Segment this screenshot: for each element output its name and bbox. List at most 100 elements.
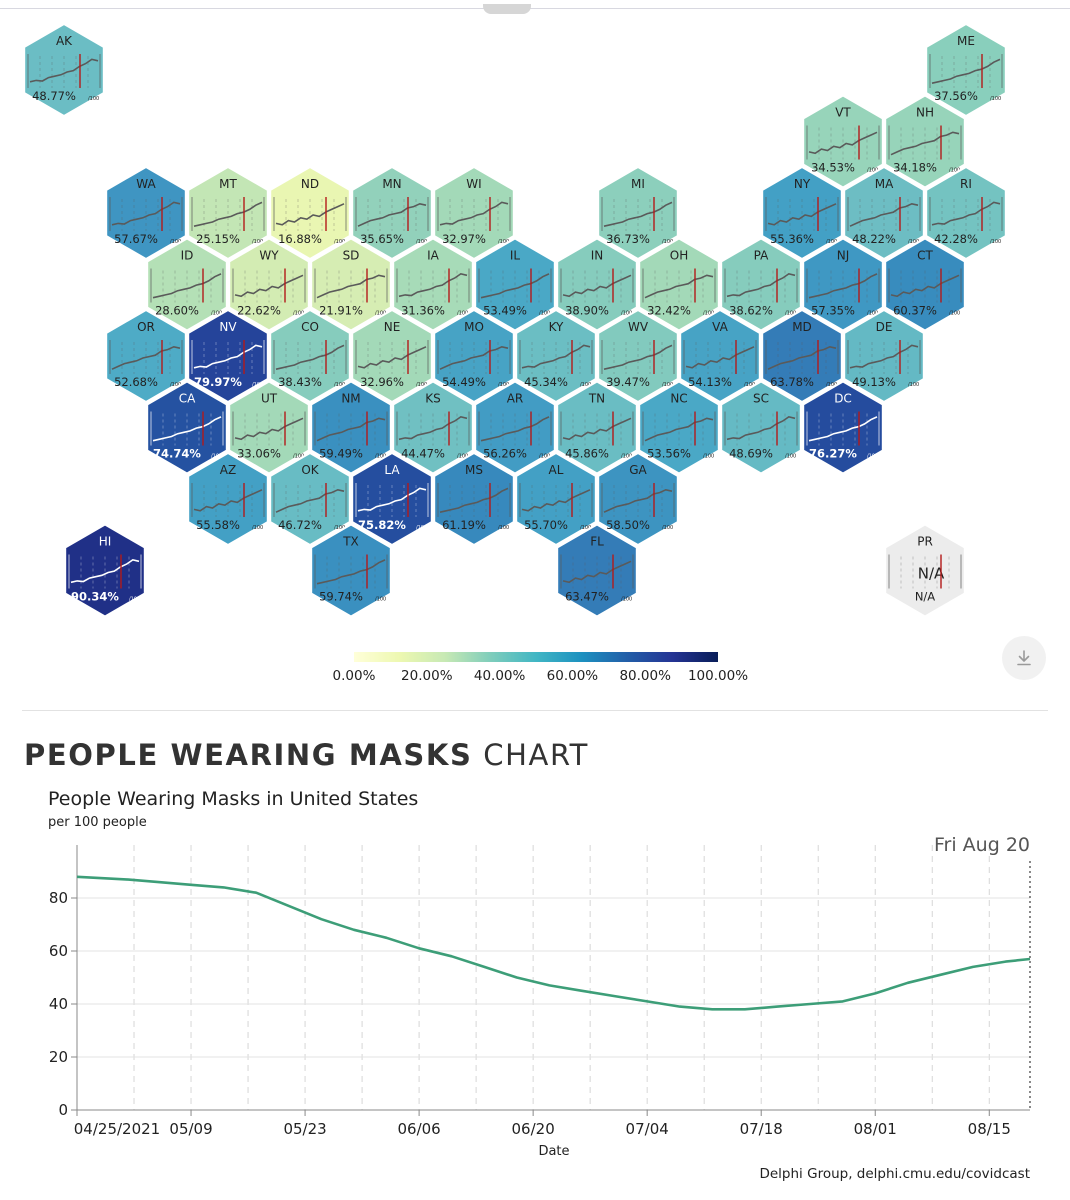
state-hex-nd[interactable]: ND 16.88% /100 — [269, 165, 351, 261]
state-hex-nm[interactable]: NM 59.49% /100 — [310, 380, 392, 475]
state-unit: /100 — [334, 525, 345, 531]
state-unit: /100 — [867, 311, 878, 317]
state-hex-vt[interactable]: VT 34.53% /100 — [802, 94, 884, 189]
state-abbr: SD — [343, 249, 360, 263]
state-abbr: OR — [137, 320, 155, 334]
state-unit: /100 — [211, 454, 222, 460]
state-hex-ne[interactable]: NE 32.96% /100 — [351, 308, 433, 404]
state-hex-mn[interactable]: MN 35.65% /100 — [351, 165, 433, 261]
legend-tick-label: 40.00% — [473, 668, 526, 684]
state-unit: /100 — [375, 311, 386, 317]
state-hex-mt[interactable]: MT 25.15% /100 — [187, 165, 269, 261]
state-hex-ri[interactable]: RI 42.28% /100 — [925, 165, 1007, 261]
state-hex-va[interactable]: VA 54.13% /100 — [679, 308, 761, 404]
state-abbr: TX — [342, 535, 359, 549]
state-hex-ms[interactable]: MS 61.19% /100 — [433, 451, 515, 547]
state-hex-az[interactable]: AZ 55.58% /100 — [187, 451, 269, 547]
state-value: 63.47% — [565, 590, 609, 604]
state-hex-ks[interactable]: KS 44.47% /100 — [392, 380, 474, 475]
state-hex-ny[interactable]: NY 55.36% /100 — [761, 165, 843, 261]
state-abbr: KS — [425, 392, 441, 406]
legend-tick-label: 0.00% — [332, 668, 376, 684]
state-unit: /100 — [170, 239, 181, 245]
state-value: 90.34% — [71, 590, 119, 604]
x-tick-label: 07/04 — [626, 1120, 669, 1138]
state-hex-nc[interactable]: NC 53.56% /100 — [638, 380, 720, 475]
state-hex-in[interactable]: IN 38.90% /100 — [556, 237, 638, 332]
state-unit: /100 — [826, 382, 837, 388]
state-hex-mi[interactable]: MI 36.73% /100 — [597, 165, 679, 261]
state-abbr: CT — [917, 249, 933, 263]
state-abbr: NE — [384, 320, 401, 334]
state-hex-id[interactable]: ID 28.60% /100 — [146, 237, 228, 332]
state-hex-dc[interactable]: DC 76.27% /100 — [802, 380, 884, 475]
state-hex-de[interactable]: DE 49.13% /100 — [843, 308, 925, 404]
state-value: 21.91% — [319, 304, 363, 318]
state-hex-wv[interactable]: WV 39.47% /100 — [597, 308, 679, 404]
state-value: 59.74% — [319, 590, 363, 604]
state-unit: /100 — [662, 239, 673, 245]
state-unit: /100 — [334, 382, 345, 388]
state-unit: /100 — [416, 382, 427, 388]
state-hex-ca[interactable]: CA 74.74% /100 — [146, 380, 228, 475]
state-value: 32.42% — [647, 304, 691, 318]
state-value: 34.53% — [811, 161, 855, 175]
state-hex-wa[interactable]: WA 57.67% /100 — [105, 165, 187, 261]
state-hex-ar[interactable]: AR 56.26% /100 — [474, 380, 556, 475]
state-hex-al[interactable]: AL 55.70% /100 — [515, 451, 597, 547]
line-chart[interactable]: 0 20 40 60 80 04/25/2021 05/09 05/23 06/06 06/20 0… — [0, 825, 1070, 1165]
state-hex-wi[interactable]: WI 32.97% /100 — [433, 165, 515, 261]
state-value: 63.78% — [770, 375, 814, 389]
state-unit: /100 — [949, 168, 960, 174]
state-hex-il[interactable]: IL 53.49% /100 — [474, 237, 556, 332]
state-hex-nh[interactable]: NH 34.18% /100 — [884, 94, 966, 189]
color-legend-bar — [354, 652, 718, 662]
state-hex-hi[interactable]: HI 90.34% /100 — [64, 523, 146, 618]
state-value: 53.56% — [647, 447, 691, 461]
drag-handle[interactable] — [483, 4, 531, 14]
state-hex-ct[interactable]: CT 60.37% /100 — [884, 237, 966, 332]
state-hex-oh[interactable]: OH 32.42% /100 — [638, 237, 720, 332]
state-hex-la[interactable]: LA 75.82% /100 — [351, 451, 433, 547]
download-button[interactable] — [1002, 636, 1046, 680]
state-unit: /100 — [539, 454, 550, 460]
state-hex-ut[interactable]: UT 33.06% /100 — [228, 380, 310, 475]
state-value: 37.56% — [934, 89, 978, 103]
state-hex-fl[interactable]: FL 63.47% /100 — [556, 523, 638, 618]
state-hex-nj[interactable]: NJ 57.35% /100 — [802, 237, 884, 332]
state-abbr: HI — [99, 535, 112, 549]
state-hex-md[interactable]: MD 63.78% /100 — [761, 308, 843, 404]
state-hex-or[interactable]: OR 52.68% /100 — [105, 308, 187, 404]
y-tick-label: 60 — [49, 942, 68, 960]
state-value: 38.43% — [278, 375, 322, 389]
state-unit: /100 — [703, 454, 714, 460]
state-value: 57.67% — [114, 232, 158, 246]
state-hex-ak[interactable]: AK 48.77% /100 — [23, 22, 105, 118]
state-hex-co[interactable]: CO 38.43% /100 — [269, 308, 351, 404]
x-tick-label: 06/20 — [512, 1120, 555, 1138]
state-hex-tn[interactable]: TN 45.86% /100 — [556, 380, 638, 475]
state-hex-ma[interactable]: MA 48.22% /100 — [843, 165, 925, 261]
state-hex-sd[interactable]: SD 21.91% /100 — [310, 237, 392, 332]
state-value: 28.60% — [155, 304, 199, 318]
state-hex-me[interactable]: ME 37.56% /100 — [925, 22, 1007, 118]
state-hex-tx[interactable]: TX 59.74% /100 — [310, 523, 392, 618]
download-icon — [1017, 650, 1031, 666]
state-hex-mo[interactable]: MO 54.49% /100 — [433, 308, 515, 404]
state-hex-nv[interactable]: NV 79.97% /100 — [187, 308, 269, 404]
state-hex-pa[interactable]: PA 38.62% /100 — [720, 237, 802, 332]
legend-tick-label: 60.00% — [546, 668, 599, 684]
state-abbr: DE — [876, 320, 893, 334]
state-hex-ky[interactable]: KY 45.34% /100 — [515, 308, 597, 404]
state-hex-ia[interactable]: IA 31.36% /100 — [392, 237, 474, 332]
state-value: 76.27% — [809, 447, 857, 461]
state-abbr: AK — [56, 34, 73, 48]
state-unit: /100 — [703, 311, 714, 317]
x-tick-label: 08/15 — [968, 1120, 1011, 1138]
state-hex-wy[interactable]: WY 22.62% /100 — [228, 237, 310, 332]
state-hex-sc[interactable]: SC 48.69% /100 — [720, 380, 802, 475]
state-hex-ok[interactable]: OK 46.72% /100 — [269, 451, 351, 547]
state-hex-pr[interactable]: PR N/A N/A — [884, 523, 966, 618]
state-abbr: AR — [507, 392, 524, 406]
state-hex-ga[interactable]: GA 58.50% /100 — [597, 451, 679, 547]
